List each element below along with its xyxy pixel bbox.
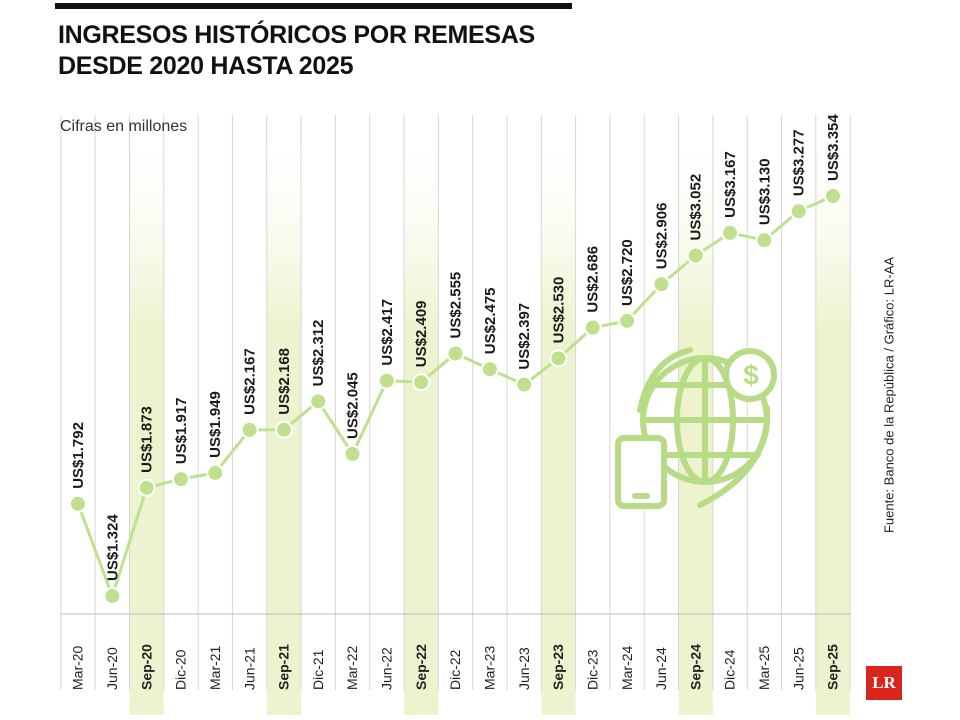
x-tick-label: Jun-20 <box>104 647 120 690</box>
icon <box>615 347 777 509</box>
x-tick-label: Sep-24 <box>687 644 703 690</box>
value-label: US$3.130 <box>756 158 773 225</box>
value-label: US$2.417 <box>379 299 396 366</box>
value-label: US$3.277 <box>791 129 808 196</box>
value-label: US$2.720 <box>619 239 636 306</box>
x-tick-label: Sep-25 <box>825 644 841 690</box>
value-label: US$1.949 <box>207 391 224 458</box>
point <box>206 463 225 482</box>
highlight-column <box>541 115 576 715</box>
line <box>76 194 834 601</box>
point <box>103 587 122 605</box>
point <box>171 470 190 489</box>
value-label: US$2.397 <box>516 303 533 370</box>
x-tick-label: Sep-23 <box>550 644 566 690</box>
point <box>686 246 705 265</box>
point <box>69 494 87 513</box>
point <box>652 275 671 294</box>
point <box>480 360 499 379</box>
point <box>755 231 774 250</box>
x-tick-label: Dic-24 <box>722 649 738 690</box>
value-label: US$3.167 <box>722 151 739 218</box>
point <box>515 375 534 394</box>
point <box>549 349 568 368</box>
x-tick-label: Sep-22 <box>413 644 429 690</box>
value-label: US$2.168 <box>276 348 293 415</box>
x-tick-label: Jun-21 <box>241 647 257 690</box>
point <box>789 202 808 221</box>
x-tick-label: Jun-23 <box>516 647 532 690</box>
point <box>240 420 259 439</box>
value-label: US$2.530 <box>550 277 567 344</box>
value-label: US$3.052 <box>688 174 705 241</box>
x-tick-label: Mar-25 <box>756 645 772 690</box>
value-label: US$1.324 <box>104 514 121 581</box>
point <box>377 371 396 390</box>
highlight-column <box>815 115 851 715</box>
value-label: US$2.045 <box>345 372 362 439</box>
point <box>446 344 465 363</box>
point <box>618 311 637 330</box>
x-tick-label: Mar-21 <box>207 645 223 690</box>
value-label: US$2.475 <box>482 287 499 354</box>
x-tick-label: Jun-24 <box>653 647 669 690</box>
point <box>721 223 740 242</box>
source: Fuente: Banco de la República / Gráfico:… <box>881 257 896 533</box>
x-tick-label: Mar-23 <box>482 645 498 690</box>
x-tick-label: Mar-22 <box>344 645 360 690</box>
x-tick-label: Sep-20 <box>138 644 154 690</box>
x-tick-label: Jun-22 <box>379 647 395 690</box>
highlight-column <box>404 115 439 715</box>
columns: Mar-20 Jun-20 Sep-20 Dic-20 Mar-21 Jun-21 Sep-… <box>60 115 851 715</box>
value-label: US$1.792 <box>70 422 87 489</box>
x-tick-label: Mar-24 <box>619 645 635 690</box>
highlight-column <box>266 115 302 715</box>
value-label: US$2.686 <box>585 246 602 313</box>
x-tick-label: Mar-20 <box>70 645 86 690</box>
subtitle: Cifras en millones <box>60 118 187 135</box>
value-label: US$2.409 <box>413 300 430 367</box>
logo-box <box>866 666 902 700</box>
point <box>343 444 362 463</box>
point <box>309 392 328 411</box>
plot: US$1.792 US$1.324 US$1.873 US$1.917 US$1.949… <box>69 114 842 605</box>
point <box>412 373 431 392</box>
x-tick-label: Jun-25 <box>790 647 806 690</box>
x-tick-label: Dic-21 <box>310 649 326 690</box>
icon-dollar: $ <box>743 359 759 390</box>
x-tick-label: Dic-22 <box>447 649 463 690</box>
x-tick-label: Sep-21 <box>276 644 292 690</box>
logo: LR <box>872 673 896 692</box>
point <box>824 187 842 205</box>
point <box>137 478 156 497</box>
value-label: US$2.167 <box>242 348 259 415</box>
chart-title: INGRESOS HISTÓRICOS POR REMESAS DESDE 20… <box>58 21 535 80</box>
highlight-column <box>129 115 164 715</box>
x-tick-label: Dic-20 <box>173 649 189 690</box>
value-label: US$2.906 <box>653 203 670 270</box>
top-rule <box>55 3 572 9</box>
value-label: US$1.917 <box>173 397 190 464</box>
value-label: US$1.873 <box>139 406 156 473</box>
value-label: US$2.312 <box>310 320 327 387</box>
point <box>583 318 602 337</box>
value-label: US$3.354 <box>825 114 842 181</box>
x-tick-label: Dic-23 <box>584 649 600 690</box>
point <box>274 420 293 439</box>
value-label: US$2.555 <box>447 272 464 339</box>
